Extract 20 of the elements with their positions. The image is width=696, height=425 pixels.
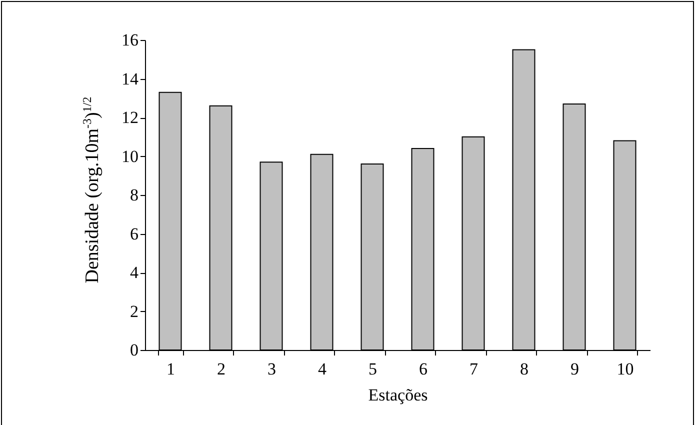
x-axis-title: Estações — [368, 386, 428, 404]
y-tick-label: 12 — [122, 108, 138, 127]
x-tick-label: 8 — [520, 360, 528, 378]
x-tick-label: 10 — [616, 360, 634, 378]
x-tick-label: 2 — [217, 360, 226, 378]
y-tick-label: 2 — [130, 302, 138, 321]
x-tick-label: 4 — [318, 360, 327, 378]
y-tick-label: 16 — [122, 30, 138, 50]
x-tick-label: 7 — [470, 360, 478, 378]
y-tick-label: 0 — [130, 340, 138, 360]
y-tick-label: 10 — [122, 146, 138, 166]
x-tick-label: 5 — [368, 360, 377, 378]
y-tick-label: 14 — [122, 69, 139, 88]
y-tick-label: 8 — [130, 186, 138, 204]
x-tick-label: 1 — [166, 360, 175, 378]
x-tick-label: 3 — [268, 360, 276, 378]
y-tick-label: 6 — [130, 224, 138, 244]
x-tick-label: 6 — [419, 360, 428, 378]
y-tick-label: 4 — [130, 263, 139, 282]
x-tick-label: 9 — [570, 360, 579, 378]
